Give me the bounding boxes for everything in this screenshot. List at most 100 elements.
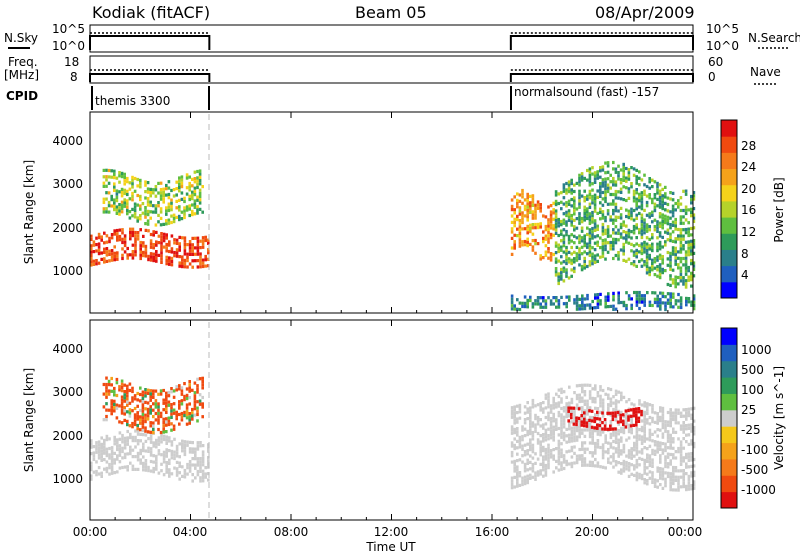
heatmap-cell: [555, 296, 558, 300]
heatmap-cell: [622, 415, 626, 419]
heatmap-cell: [690, 474, 693, 478]
heatmap-cell: [653, 225, 657, 229]
heatmap-cell: [526, 442, 529, 446]
heatmap-cell: [107, 168, 111, 173]
heatmap-cell: [583, 450, 587, 454]
heatmap-cell: [578, 425, 581, 429]
heatmap-cell: [536, 302, 540, 306]
heatmap-cell: [100, 458, 103, 462]
heatmap-cell: [625, 454, 628, 458]
heatmap-cell: [107, 389, 111, 393]
heatmap-cell: [116, 444, 119, 448]
heatmap-cell: [536, 457, 540, 461]
heatmap-cell: [193, 394, 197, 398]
heatmap-cell: [557, 249, 560, 254]
heatmap-cell: [635, 465, 639, 469]
heatmap-cell: [170, 214, 173, 218]
heatmap-cell: [674, 278, 677, 282]
heatmap-cell: [531, 398, 535, 403]
heatmap-cell: [565, 245, 568, 250]
heatmap-cell: [596, 224, 599, 228]
heatmap-cell: [560, 223, 563, 227]
heatmap-cell: [617, 215, 620, 219]
heatmap-cell: [599, 465, 602, 469]
heatmap-cell: [588, 247, 592, 251]
heatmap-cell: [521, 425, 524, 429]
heatmap-cell: [682, 215, 685, 219]
heatmap-cell: [529, 210, 532, 214]
heatmap-cell: [653, 440, 657, 444]
heatmap-cell: [191, 259, 194, 263]
heatmap-cell: [129, 445, 132, 449]
heatmap-cell: [588, 241, 592, 245]
heatmap-cell: [588, 406, 592, 410]
heatmap-cell: [170, 208, 173, 212]
heatmap-cell: [586, 213, 589, 217]
heatmap-cell: [113, 386, 116, 391]
heatmap-cell: [594, 413, 597, 417]
heatmap-cell: [646, 291, 649, 295]
heatmap-cell: [183, 262, 187, 266]
heatmap-cell: [570, 401, 574, 405]
heatmap-cell: [659, 307, 662, 311]
heatmap-cell: [534, 213, 537, 217]
heatmap-cell: [679, 469, 683, 473]
heatmap-cell: [126, 387, 129, 391]
heatmap-cell: [92, 451, 96, 455]
heatmap-cell: [656, 181, 659, 185]
heatmap-cell: [645, 184, 649, 189]
heatmap-cell: [185, 176, 189, 180]
heatmap-cell: [560, 467, 563, 471]
heatmap-cell: [120, 389, 124, 393]
heatmap-cell: [516, 433, 519, 437]
heatmap-cell: [188, 194, 191, 198]
heatmap-cell: [100, 471, 103, 475]
heatmap-cell: [609, 192, 612, 197]
heatmap-cell: [544, 228, 548, 232]
heatmap-cell: [539, 469, 542, 473]
heatmap-cell: [669, 411, 672, 415]
heatmap-cell: [646, 402, 649, 406]
heatmap-cell: [198, 377, 202, 381]
heatmap-cell: [146, 190, 150, 194]
heatmap-cell: [115, 406, 119, 410]
heatmap-cell: [674, 249, 677, 254]
heatmap-cell: [669, 408, 672, 412]
heatmap-cell: [669, 452, 672, 457]
heatmap-cell: [141, 396, 145, 401]
heatmap-cell: [565, 258, 568, 262]
heatmap-cell: [126, 253, 129, 257]
heatmap-cell: [648, 257, 651, 261]
heatmap-cell: [643, 224, 646, 228]
heatmap-cell: [658, 231, 662, 235]
heatmap-cell: [529, 441, 532, 445]
heatmap-cell: [560, 413, 563, 417]
heatmap-cell: [591, 428, 594, 432]
heatmap-cell: [523, 243, 527, 247]
heatmap-cell: [149, 389, 152, 393]
heatmap-cell: [635, 413, 638, 417]
heatmap-cell: [103, 438, 106, 442]
heatmap-cell: [560, 255, 563, 259]
heatmap-cell: [632, 196, 636, 200]
heatmap-cell: [601, 414, 605, 418]
heatmap-cell: [105, 395, 108, 399]
heatmap-cell: [664, 445, 667, 449]
heatmap-cell: [612, 212, 615, 216]
heatmap-cell: [107, 210, 111, 214]
heatmap-cell: [604, 161, 607, 165]
heatmap-cell: [113, 409, 116, 413]
heatmap-cell: [578, 297, 581, 301]
heatmap-cell: [562, 234, 566, 238]
heatmap-cell: [123, 399, 126, 403]
heatmap-cell: [175, 444, 179, 448]
heatmap-cell: [643, 465, 646, 469]
heatmap-cell: [510, 300, 514, 305]
heatmap-cell: [601, 229, 605, 233]
heatmap-cell: [674, 466, 678, 470]
heatmap-cell: [627, 426, 631, 430]
heatmap-cell: [619, 168, 623, 172]
heatmap-cell: [674, 285, 677, 289]
heatmap-cell: [645, 204, 649, 208]
heatmap-cell: [557, 302, 561, 306]
